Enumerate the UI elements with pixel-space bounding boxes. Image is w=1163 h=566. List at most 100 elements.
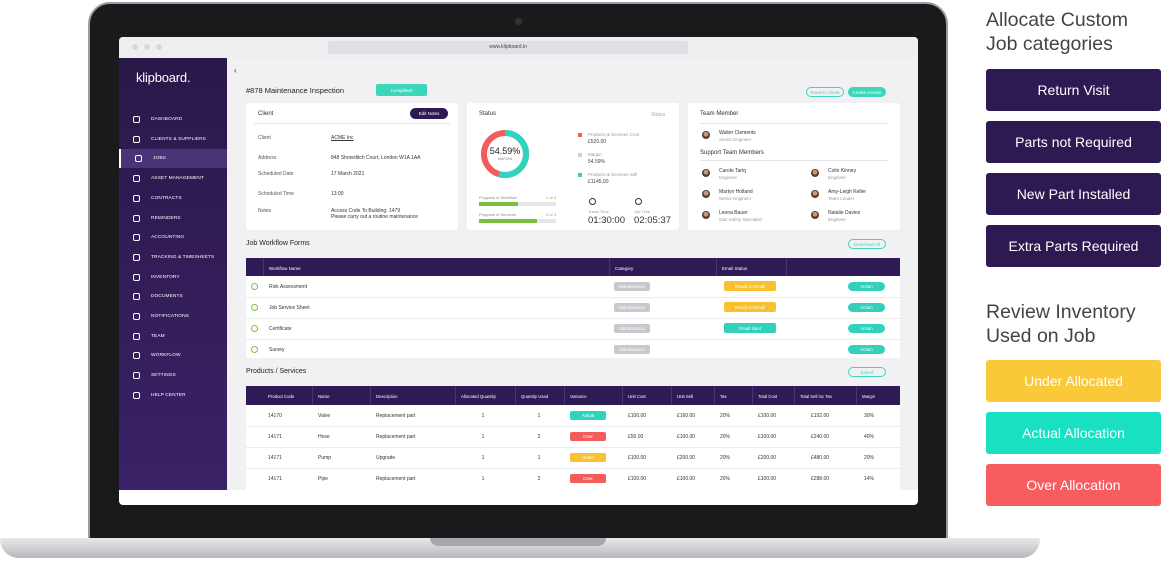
category-button[interactable]: Return Visit — [986, 69, 1161, 111]
category-pill: Maintenance — [614, 303, 650, 312]
column-divider — [752, 386, 753, 405]
nav-label: JOBS — [153, 156, 166, 162]
nav-label: NOTIFICATIONS — [151, 314, 189, 319]
nav-icon — [135, 155, 142, 163]
nav-label: HELP CENTER — [151, 392, 186, 398]
team-card — [688, 103, 900, 230]
nav-item[interactable]: DASHBOARD — [119, 110, 227, 129]
cell: 14171 — [268, 455, 282, 461]
action-button[interactable]: Action — [848, 324, 885, 333]
action-button[interactable]: Action — [848, 345, 885, 354]
check-icon — [251, 325, 258, 332]
column-divider — [515, 386, 516, 405]
column-divider — [564, 386, 565, 405]
card-title: Client — [258, 111, 274, 117]
nav-item[interactable]: WORKFLOW — [119, 346, 227, 365]
download-button[interactable]: Download All — [848, 239, 886, 249]
nav-icon — [133, 135, 140, 143]
timer-value: 02:05:37 — [634, 215, 671, 226]
cell: £100.00 — [677, 434, 696, 440]
clock-icon — [589, 198, 596, 205]
cell: £100.00 — [628, 476, 647, 482]
cell: 1 — [481, 413, 485, 419]
member-role: Engineer — [828, 217, 847, 222]
nav-icon — [133, 214, 140, 222]
back-arrow[interactable]: ‹ — [234, 66, 237, 75]
job-title: #878 Maintenance Inspection — [246, 86, 344, 95]
nav-label: SETTINGS — [151, 373, 176, 379]
category-button[interactable]: Extra Parts Required — [986, 225, 1161, 267]
nav-item[interactable]: ASSET MANAGEMENT — [119, 169, 227, 188]
cell: Replacement part — [376, 434, 416, 440]
cell: Replacement part — [376, 476, 416, 482]
cell: Pump — [318, 455, 332, 461]
logo: klipboard. — [136, 70, 191, 85]
action-button[interactable]: Action — [848, 303, 885, 312]
cell: 14171 — [268, 476, 282, 482]
member-name: Martyn Holland — [719, 189, 753, 195]
panel-title: Allocate Custom — [986, 9, 1128, 31]
divider — [700, 123, 888, 124]
export-button[interactable]: Export — [848, 367, 886, 377]
category-button[interactable]: New Part Installed — [986, 173, 1161, 215]
nav-item[interactable]: INVENTORY — [119, 268, 227, 287]
nav-item[interactable]: TRACKING & TIMESHEETS — [119, 248, 227, 267]
nav-icon — [133, 234, 140, 242]
note-line: Please carry out a routine maintenance — [331, 214, 418, 220]
cell: 40% — [863, 434, 874, 440]
status-badge: Completed — [376, 84, 427, 96]
column-header: Product Code — [268, 394, 295, 399]
url-bar[interactable]: www.klipboard.in — [328, 41, 688, 54]
column-divider — [786, 258, 787, 276]
column-header: Description — [376, 394, 398, 399]
field-value: 17 March 2021 — [331, 171, 365, 177]
section-title: Job Workflow Forms — [246, 240, 310, 247]
cell: 2 — [537, 476, 541, 482]
column-header: Total Cost — [758, 394, 778, 399]
inventory-button[interactable]: Over Allocation — [986, 464, 1161, 506]
nav-item[interactable]: CLIENTS & SUPPLIERS — [119, 130, 227, 149]
cell: £100.00 — [758, 413, 777, 419]
nav-icon — [133, 175, 140, 183]
nav-item[interactable]: JOBS — [119, 149, 227, 169]
nav-item[interactable]: REMINDERS — [119, 209, 227, 228]
column-divider — [263, 258, 264, 276]
cell: £192.00 — [810, 413, 830, 419]
nav-item[interactable]: NOTIFICATIONS — [119, 307, 227, 326]
nav-item[interactable]: HELP CENTER — [119, 386, 227, 405]
row-divider — [246, 447, 900, 448]
variance-pill: Over — [570, 474, 606, 483]
field-value: ACME Inc — [331, 135, 354, 141]
inventory-button[interactable]: Actual Allocation — [986, 412, 1161, 454]
member-role: Senior Engineer — [719, 137, 752, 142]
avatar — [702, 169, 710, 177]
nav-item[interactable]: DOCUMENTS — [119, 287, 227, 306]
member-name: Colin Kinney — [828, 168, 857, 174]
action-button[interactable]: Action — [848, 282, 885, 291]
column-divider — [714, 386, 715, 405]
nav-item[interactable]: TEAM — [119, 327, 227, 346]
category-button[interactable]: Parts not Required — [986, 121, 1161, 163]
header-button[interactable]: Create Invoice — [848, 87, 886, 97]
email-status: Ready to Email — [724, 281, 776, 291]
nav-item[interactable]: ACCOUNTING — [119, 228, 227, 247]
nav-label: WORKFLOW — [151, 353, 181, 359]
edit-notes-button[interactable]: Edit Notes — [410, 108, 448, 119]
member-role: Senior Engineer — [719, 196, 752, 201]
cell: £200.00 — [677, 455, 696, 461]
nav-icon — [133, 194, 140, 202]
nav-icon — [133, 332, 140, 340]
inventory-button[interactable]: Under Allocated — [986, 360, 1161, 402]
nav-item[interactable]: SETTINGS — [119, 366, 227, 385]
nav-item[interactable]: CONTRACTS — [119, 189, 227, 208]
panel-title: Review Inventory — [986, 301, 1136, 323]
table-header — [246, 258, 900, 276]
progress-label: Progress of Workflow — [479, 195, 517, 200]
legend-value: £1145.00 — [588, 179, 609, 185]
workflow-name: Certificate — [269, 326, 292, 332]
nav-icon — [133, 391, 140, 399]
header-button[interactable]: Email to Client — [806, 87, 844, 97]
column-divider — [794, 386, 795, 405]
field-label: Scheduled Date — [258, 171, 294, 177]
